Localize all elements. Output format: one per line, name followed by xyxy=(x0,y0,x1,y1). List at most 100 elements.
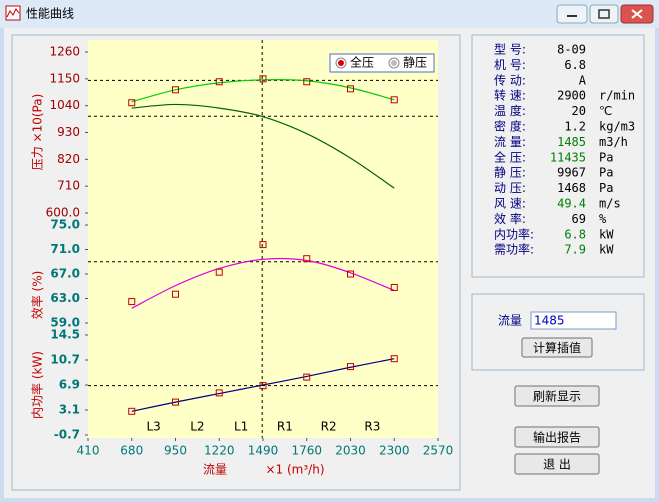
x-tick-label: 2570 xyxy=(423,444,454,458)
info-value: 1468 xyxy=(557,181,586,195)
y-tick-label: 710 xyxy=(57,179,80,193)
y-tick-label: 67.0 xyxy=(50,267,80,281)
info-unit: m/s xyxy=(599,197,621,211)
info-value: 1.2 xyxy=(564,120,586,134)
data-point xyxy=(172,290,179,298)
interp-label: 流量 xyxy=(498,314,522,328)
info-value: 6.8 xyxy=(564,58,586,72)
y-tick-label: 600.0 xyxy=(46,206,80,220)
y-axis-label: 内功率 (kW) xyxy=(30,351,45,419)
info-label: 密 度: xyxy=(494,119,526,134)
info-value: A xyxy=(579,73,587,87)
x-tick-label: 410 xyxy=(77,444,100,458)
fit-curve xyxy=(131,79,395,103)
data-point xyxy=(390,355,398,363)
x-tick-label: 1220 xyxy=(204,444,235,458)
x-tick-label: 680 xyxy=(120,444,143,458)
y-tick-label: 3.1 xyxy=(59,403,80,417)
info-label: 机 号: xyxy=(494,58,526,72)
legend-label: 静压 xyxy=(403,56,427,70)
x-tick-label: 950 xyxy=(164,444,187,458)
data-point xyxy=(215,78,223,86)
chart-group xyxy=(11,34,461,491)
data-point xyxy=(259,382,267,390)
title-bar xyxy=(0,0,659,28)
info-unit: Pa xyxy=(599,166,613,180)
y-axis-label: 效率 (%) xyxy=(30,271,45,320)
data-point xyxy=(347,270,354,278)
info-unit: kW xyxy=(599,243,614,257)
minimize-button[interactable] xyxy=(556,4,588,24)
data-point xyxy=(259,241,267,249)
region-label: L2 xyxy=(190,420,204,434)
legend-radio-dot xyxy=(391,60,397,66)
info-label: 温 度: xyxy=(494,103,526,118)
action-button-label: 输出报告 xyxy=(533,430,581,445)
info-value: 9967 xyxy=(557,166,586,180)
info-unit: m3/h xyxy=(599,135,628,149)
data-point xyxy=(215,389,223,397)
info-label: 流 量: xyxy=(494,135,526,149)
info-label: 型 号: xyxy=(494,43,526,57)
x-tick-label: 1490 xyxy=(248,444,279,458)
legend-radio-dot xyxy=(338,60,344,66)
data-point xyxy=(303,78,311,86)
y-tick-label: 75.0 xyxy=(50,218,80,232)
y-tick-label: -0.7 xyxy=(54,428,80,442)
y-axis-label: 压力 ×10(Pa) xyxy=(31,94,45,171)
x-tick-label: 1760 xyxy=(291,444,322,458)
data-point xyxy=(303,373,311,381)
interp-input[interactable] xyxy=(530,311,617,330)
x-axis-label: 流量 xyxy=(203,463,227,477)
info-label: 动 压: xyxy=(494,181,526,195)
y-tick-label: 820 xyxy=(57,152,80,166)
info-label: 风 速: xyxy=(494,197,526,211)
info-unit: r/min xyxy=(599,89,635,103)
action-button[interactable] xyxy=(514,426,600,448)
maximize-icon xyxy=(598,9,610,19)
info-unit: Pa xyxy=(599,150,613,164)
interp-button[interactable] xyxy=(521,337,593,358)
fit-curve xyxy=(131,257,395,309)
fit-curve xyxy=(131,358,395,412)
close-icon xyxy=(631,9,643,19)
y-tick-label: 63.0 xyxy=(50,291,80,305)
fit-curve xyxy=(131,103,395,189)
maximize-button[interactable] xyxy=(589,4,619,24)
info-value: 8-09 xyxy=(557,43,586,57)
data-point xyxy=(259,75,267,83)
info-unit: Pa xyxy=(599,181,613,195)
interp-button-label: 计算插值 xyxy=(533,340,581,355)
app-icon xyxy=(5,5,21,21)
info-label: 传 动: xyxy=(494,72,526,87)
info-value: 7.9 xyxy=(564,243,586,257)
interp-group xyxy=(471,293,645,371)
info-value: 2900 xyxy=(557,89,586,103)
data-point xyxy=(347,363,354,371)
info-label: 静 压: xyxy=(494,166,526,180)
action-button-label: 退 出 xyxy=(543,458,571,472)
region-label: R3 xyxy=(364,420,380,434)
data-point xyxy=(128,99,136,107)
y-tick-label: 930 xyxy=(57,125,80,139)
info-label: 效 率: xyxy=(494,211,526,226)
info-value: 49.4 xyxy=(557,197,586,211)
info-group xyxy=(471,34,645,278)
y-tick-label: 6.9 xyxy=(59,378,80,392)
info-value: 11435 xyxy=(550,150,586,164)
action-button[interactable] xyxy=(514,453,600,475)
x-axis-unit: ×1 (m³/h) xyxy=(265,463,324,477)
info-unit: kg/m3 xyxy=(599,120,635,134)
info-unit: kW xyxy=(599,227,614,241)
data-point xyxy=(128,407,136,415)
interp-input-text: 1485 xyxy=(534,314,565,328)
info-label: 全 压: xyxy=(494,149,526,164)
data-point xyxy=(390,283,398,291)
legend-box xyxy=(329,53,435,73)
y-tick-label: 14.5 xyxy=(50,328,80,342)
info-value: 1485 xyxy=(557,135,586,149)
action-button-label: 刷新显示 xyxy=(533,389,581,404)
action-button[interactable] xyxy=(514,385,600,407)
y-tick-label: 59.0 xyxy=(50,316,80,330)
